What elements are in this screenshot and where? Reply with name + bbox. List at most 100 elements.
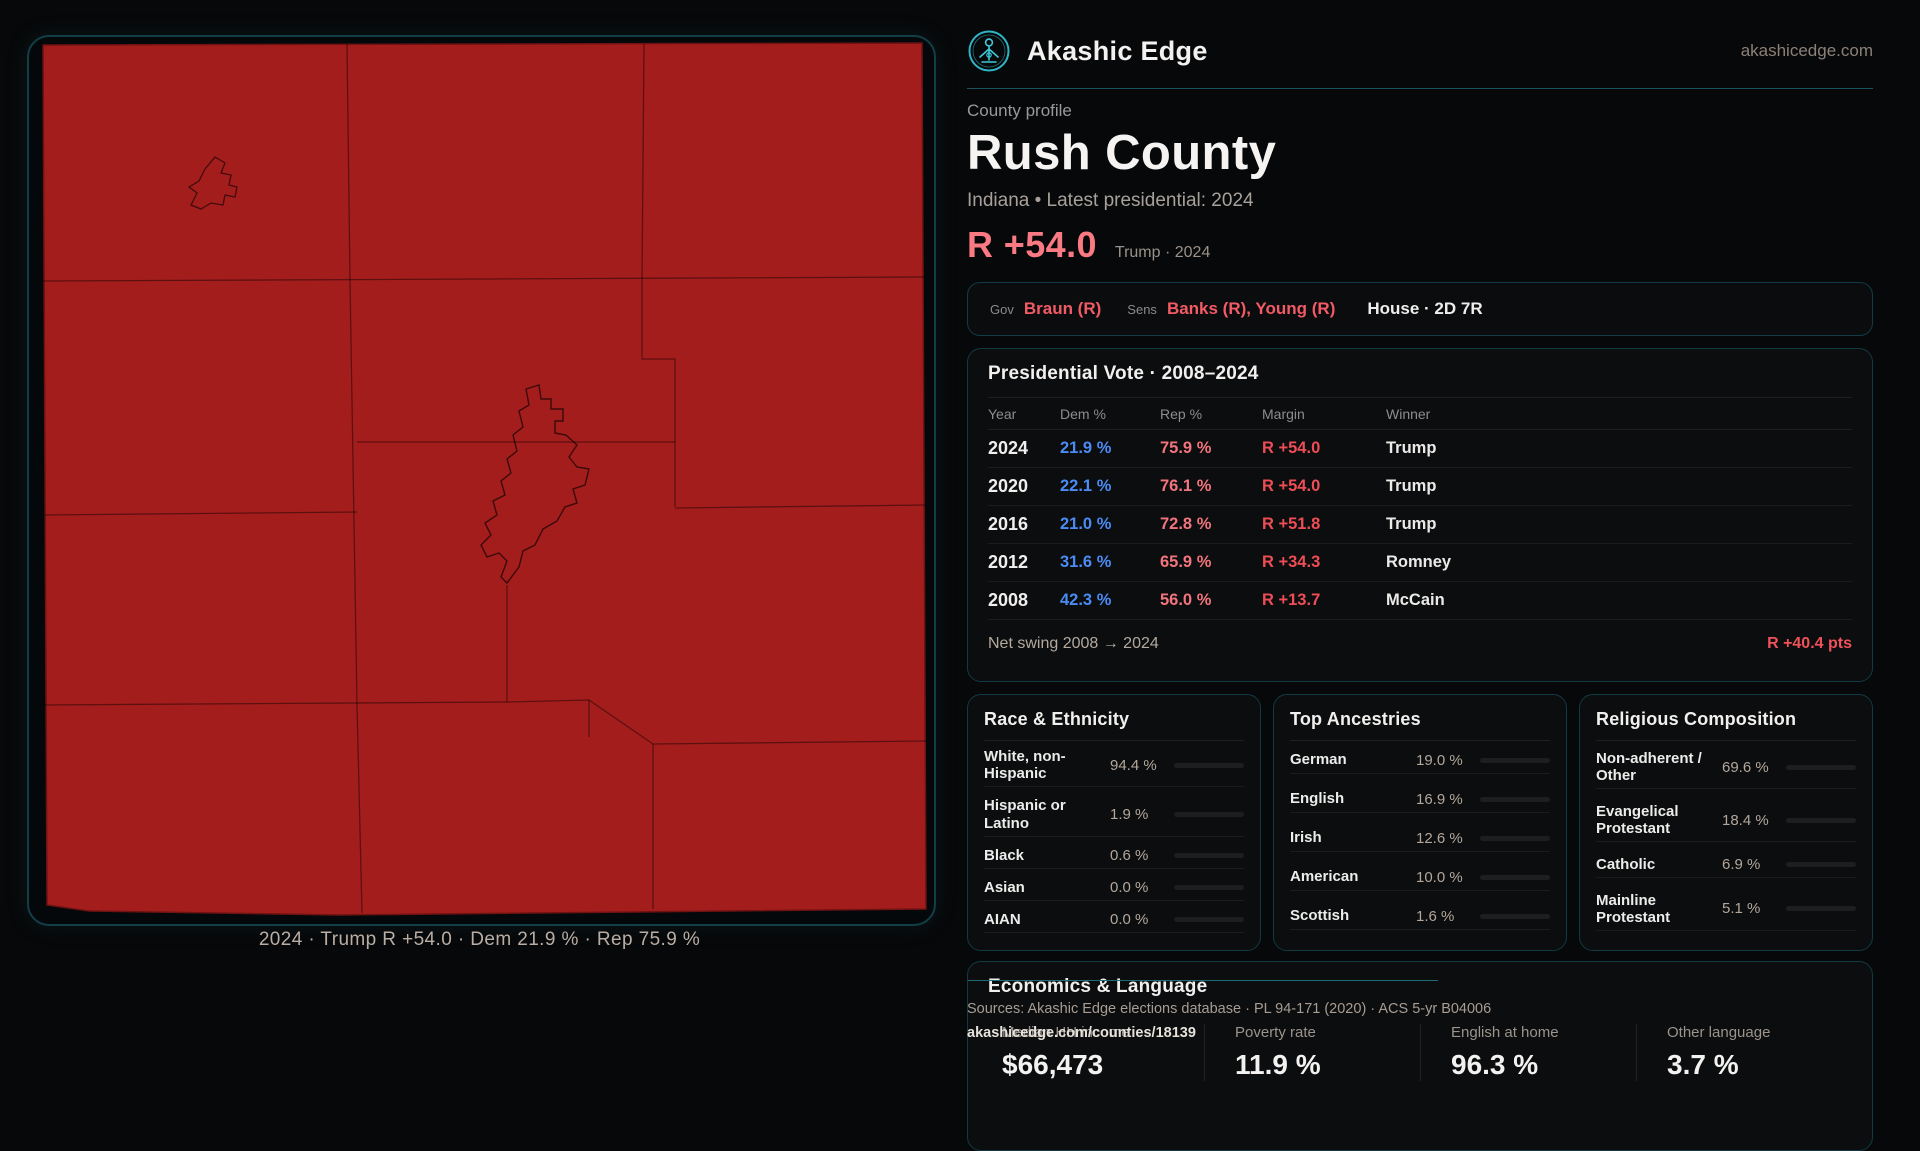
demo-value: 5.1 % (1722, 900, 1761, 918)
demo-label: Hispanic or Latino (984, 797, 1066, 832)
demo-label: Irish (1290, 829, 1322, 847)
stat-other-language: Other language 3.7 % (1636, 1024, 1852, 1081)
demo-label: Scottish (1290, 907, 1350, 925)
year-cell: 2008 (988, 590, 1029, 610)
brand-name: Akashic Edge (1027, 35, 1208, 66)
app-header: Akashic Edge akashicedge.com (967, 28, 1873, 89)
demo-row: Scottish 1.6 % (1290, 903, 1550, 930)
demo-value: 1.6 % (1416, 907, 1455, 925)
winner-cell: Trump (1386, 477, 1437, 495)
demo-bar (1786, 862, 1856, 868)
demo-bar (1174, 852, 1244, 858)
table-row: 2016 21.0 % 72.8 % R +51.8 Trump (988, 506, 1852, 544)
demo-bar (1480, 835, 1550, 841)
year-cell: 2012 (988, 552, 1029, 572)
margin-cell: R +34.3 (1262, 553, 1321, 571)
demo-row: Hispanic or Latino 1.9 % (984, 793, 1244, 837)
winner-cell: Trump (1386, 439, 1437, 457)
demo-bar (1786, 906, 1856, 912)
headline-margin-row: R +54.0 Trump · 2024 (967, 224, 1873, 266)
net-swing-row: Net swing 2008 → 2024 R +40.4 pts (988, 620, 1852, 653)
demo-value: 1.9 % (1110, 806, 1149, 824)
col-dem: Dem % (1060, 405, 1106, 422)
gov-label: Gov (990, 301, 1014, 317)
demo-label: White, non-Hispanic (984, 747, 1066, 783)
demo-value: 0.6 % (1110, 846, 1149, 864)
winner-cell: Trump (1386, 515, 1437, 533)
sens-label: Sens (1127, 301, 1157, 317)
rep-cell: 72.8 % (1160, 515, 1212, 533)
demo-row: American 10.0 % (1290, 864, 1550, 891)
dem-cell: 21.0 % (1060, 515, 1112, 533)
demo-row: German 19.0 % (1290, 747, 1550, 774)
headline-margin: R +54.0 (967, 224, 1097, 265)
col-year: Year (988, 405, 1017, 422)
rep-cell: 65.9 % (1160, 553, 1212, 571)
demo-value: 18.4 % (1722, 811, 1769, 829)
table-row: 2012 31.6 % 65.9 % R +34.3 Romney (988, 544, 1852, 582)
headline-margin-caption: Trump · 2024 (1114, 244, 1211, 261)
city-outline-rushville (480, 384, 590, 585)
demo-row: AIAN 0.0 % (984, 907, 1244, 934)
stat-value: 96.3 % (1451, 1049, 1539, 1080)
year-cell: 2024 (988, 438, 1029, 458)
econ-divider (968, 980, 1439, 981)
rep-cell: 56.0 % (1160, 591, 1212, 609)
county-map[interactable] (29, 37, 934, 924)
dem-cell: 31.6 % (1060, 553, 1112, 571)
ancestries-panel: Top Ancestries German 19.0 % English 16.… (1273, 694, 1567, 951)
demo-row: Evangelical Protestant 18.4 % (1596, 799, 1856, 843)
sens-value: Banks (R), Young (R) (1166, 299, 1336, 318)
winner-cell: Romney (1386, 553, 1452, 571)
footer-permalink[interactable]: akashicedge.com/counties/18139 (967, 1024, 1196, 1041)
demo-bar (1480, 874, 1550, 880)
brand-domain-link[interactable]: akashicedge.com (1740, 41, 1873, 60)
demo-bar (1786, 817, 1856, 823)
col-winner: Winner (1386, 405, 1431, 422)
stat-label: Poverty rate (1235, 1024, 1316, 1041)
demo-label: Non-adherent / Other (1596, 749, 1702, 785)
religion-panel: Religious Composition Non-adherent / Oth… (1579, 694, 1873, 951)
demo-label: English (1290, 790, 1345, 808)
dem-cell: 42.3 % (1060, 591, 1112, 609)
county-shape (42, 42, 927, 916)
demo-row: Catholic 6.9 % (1596, 852, 1856, 879)
rep-cell: 75.9 % (1160, 439, 1212, 457)
brand: Akashic Edge (967, 29, 1208, 73)
religion-panel-title: Religious Composition (1596, 709, 1797, 729)
demo-bar (1174, 812, 1244, 818)
margin-cell: R +54.0 (1262, 477, 1321, 495)
stat-median-income: Median HH income $66,473 (988, 1024, 1204, 1081)
demo-row: White, non-Hispanic 94.4 % (984, 744, 1244, 788)
map-caption: 2024 · Trump R +54.0 · Dem 21.9 % · Rep … (258, 929, 701, 950)
ancestries-panel-title: Top Ancestries (1290, 709, 1421, 729)
demo-label: Mainline Protestant (1596, 891, 1671, 926)
col-rep: Rep % (1160, 405, 1203, 422)
demo-value: 94.4 % (1110, 756, 1157, 774)
col-margin: Margin (1262, 405, 1305, 422)
demo-row: English 16.9 % (1290, 786, 1550, 813)
economics-panel: Economics & Language Median HH income $6… (967, 961, 1873, 1151)
table-row: 2024 21.9 % 75.9 % R +54.0 Trump (988, 430, 1852, 468)
demo-bar (1480, 757, 1550, 763)
gov-value: Braun (R) (1023, 299, 1102, 318)
profile-column: Akashic Edge akashicedge.com County prof… (967, 28, 1873, 1151)
demo-bar (1480, 913, 1550, 919)
year-cell: 2016 (988, 514, 1029, 534)
demo-value: 16.9 % (1416, 790, 1463, 808)
stat-label: Median HH income (1002, 1024, 1130, 1041)
race-ethnicity-panel: Race & Ethnicity White, non-Hispanic 94.… (967, 694, 1261, 951)
demo-value: 6.9 % (1722, 856, 1761, 874)
table-row: 2008 42.3 % 56.0 % R +13.7 McCain (988, 582, 1852, 620)
demo-label: Asian (984, 878, 1025, 896)
demo-label: German (1290, 751, 1347, 769)
presidential-vote-panel: Presidential Vote · 2008–2024 Year Dem %… (967, 348, 1873, 682)
net-swing-label: Net swing 2008 → 2024 (988, 635, 1159, 652)
margin-cell: R +13.7 (1262, 591, 1321, 609)
officials-bar: Gov Braun (R) Sens Banks (R), Young (R) … (967, 282, 1873, 336)
section-kicker: County profile (967, 101, 1072, 120)
year-cell: 2020 (988, 476, 1029, 496)
page-subtitle: Indiana • Latest presidential: 2024 (967, 190, 1254, 211)
city-outline-carthage (187, 156, 238, 210)
demo-bar (1174, 884, 1244, 890)
